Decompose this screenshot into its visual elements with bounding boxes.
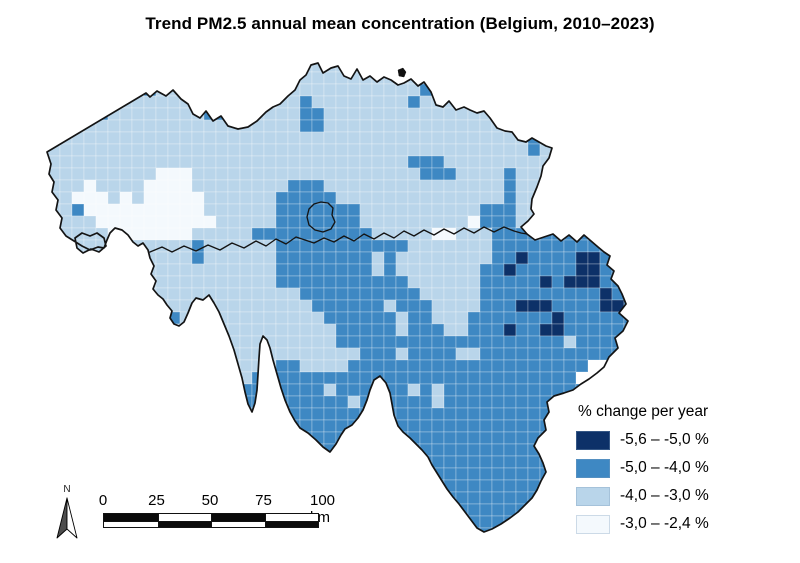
legend-title: % change per year (578, 403, 709, 420)
north-label: N (63, 484, 70, 495)
legend-item: -4,0 – -3,0 % (576, 482, 709, 510)
grid-cells (47, 63, 628, 532)
scale-tick-25: 25 (148, 492, 165, 509)
north-arrow-left-half (56, 497, 68, 539)
north-arrow: N (56, 484, 78, 539)
north-arrow-right-half (66, 497, 78, 539)
map-title: Trend PM2.5 annual mean concentration (B… (145, 14, 655, 33)
legend-label: -3,0 – -2,4 % (620, 515, 709, 532)
legend-item: -3,0 – -2,4 % (576, 510, 709, 538)
language-border (149, 226, 528, 253)
legend-swatch-lightest (576, 514, 610, 534)
legend-label: -5,6 – -5,0 % (620, 431, 709, 448)
legend-label: -5,0 – -4,0 % (620, 459, 709, 476)
map-legend: % change per year -5,6 – -5,0 % -5,0 – -… (576, 403, 709, 538)
scale-tick-75: 75 (255, 492, 272, 509)
scale-bar: 0 25 50 75 100 km (99, 492, 373, 532)
scale-tick-0: 0 (98, 492, 108, 509)
legend-swatch-darkest (576, 430, 610, 450)
baarle-hertog-enclave (397, 67, 407, 78)
legend-swatch-light (576, 486, 610, 506)
legend-swatch-medium (576, 458, 610, 478)
legend-item: -5,6 – -5,0 % (576, 426, 709, 454)
scale-bar-graphic (103, 513, 319, 528)
legend-item: -5,0 – -4,0 % (576, 454, 709, 482)
national-border (46, 62, 629, 533)
legend-label: -4,0 – -3,0 % (620, 487, 709, 504)
scale-tick-50: 50 (201, 492, 219, 509)
brussels-boundary (306, 201, 336, 233)
